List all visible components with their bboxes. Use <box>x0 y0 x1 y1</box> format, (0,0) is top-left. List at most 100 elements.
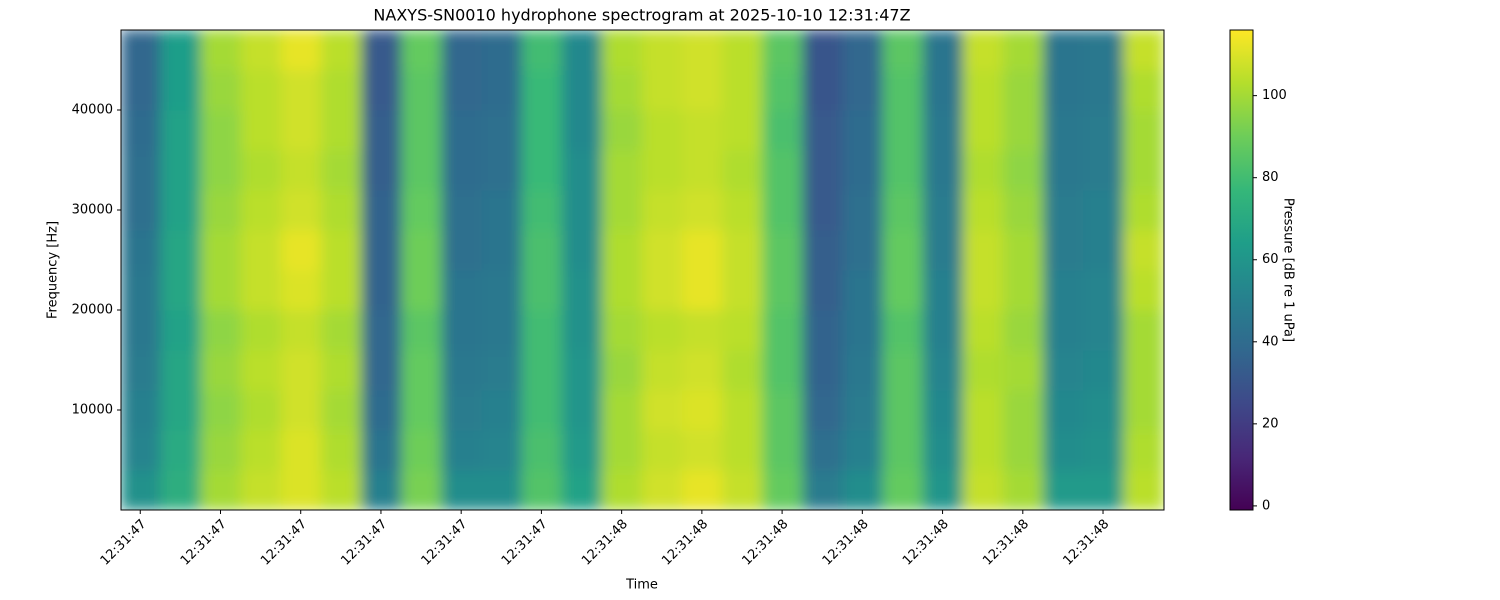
chart-title: NAXYS-SN0010 hydrophone spectrogram at 2… <box>373 6 910 25</box>
heatmap-cell <box>1083 269 1125 311</box>
heatmap-cell <box>762 149 804 191</box>
heatmap-cell <box>1003 229 1045 271</box>
heatmap-cell <box>642 469 684 510</box>
heatmap-cell <box>1123 229 1164 271</box>
heatmap-cell <box>1123 109 1164 151</box>
heatmap-cell <box>722 149 764 191</box>
heatmap-cell <box>922 109 964 151</box>
heatmap-cell <box>401 149 443 191</box>
heatmap-cell <box>481 469 523 510</box>
heatmap-cell <box>722 309 764 351</box>
heatmap-cell <box>762 429 804 471</box>
heatmap-cell <box>521 30 563 71</box>
heatmap-cell <box>1003 69 1045 111</box>
heatmap-cell <box>160 149 202 191</box>
heatmap-cell <box>922 469 964 510</box>
heatmap-cell <box>842 349 884 391</box>
heatmap-cell <box>521 69 563 111</box>
heatmap-cell <box>361 30 403 71</box>
heatmap-cell <box>922 389 964 431</box>
heatmap-cell <box>401 309 443 351</box>
heatmap-cell <box>722 429 764 471</box>
heatmap-cell <box>601 429 643 471</box>
heatmap-cells <box>121 30 1164 510</box>
heatmap-cell <box>160 109 202 151</box>
heatmap-cell <box>962 389 1005 431</box>
heatmap-cell <box>561 149 603 191</box>
heatmap-cell <box>762 189 804 231</box>
heatmap-cell <box>882 229 924 271</box>
heatmap-cell <box>922 429 964 471</box>
heatmap-cell <box>682 189 724 231</box>
heatmap-cell <box>642 309 684 351</box>
heatmap-cell <box>1003 429 1045 471</box>
heatmap-cell <box>160 309 202 351</box>
heatmap-cell <box>441 429 483 471</box>
heatmap-cell <box>882 30 924 71</box>
heatmap-cell <box>682 269 724 311</box>
y-tick-label: 10000 <box>72 403 113 418</box>
heatmap-cell <box>160 269 202 311</box>
heatmap-cell <box>722 229 764 271</box>
x-tick-label: 12:31:47 <box>178 517 230 569</box>
heatmap-cell <box>642 429 684 471</box>
heatmap-cell <box>762 349 804 391</box>
heatmap-cell <box>280 109 323 151</box>
heatmap-cell <box>842 229 884 271</box>
heatmap-cell <box>441 69 483 111</box>
y-tick-label: 20000 <box>72 303 113 318</box>
heatmap-cell <box>321 429 363 471</box>
heatmap-cell <box>1083 429 1125 471</box>
heatmap-cell <box>280 389 323 431</box>
heatmap-cell <box>121 30 162 71</box>
plot-area <box>121 30 1164 510</box>
heatmap-cell <box>1083 149 1125 191</box>
heatmap-cell <box>682 309 724 351</box>
heatmap-cell <box>1123 309 1164 351</box>
heatmap-cell <box>321 389 363 431</box>
heatmap-cell <box>1043 109 1085 151</box>
x-tick-label: 12:31:48 <box>659 517 711 569</box>
heatmap-cell <box>642 389 684 431</box>
heatmap-cell <box>561 269 603 311</box>
heatmap-cell <box>280 309 323 351</box>
heatmap-cell <box>240 349 282 391</box>
heatmap-cell <box>762 309 804 351</box>
heatmap-cell <box>1043 69 1085 111</box>
heatmap-cell <box>321 469 363 510</box>
heatmap-cell <box>722 69 764 111</box>
heatmap-cell <box>1003 269 1045 311</box>
heatmap-cell <box>682 469 724 510</box>
heatmap-cell <box>1083 69 1125 111</box>
heatmap-cell <box>240 69 282 111</box>
heatmap-cell <box>1083 349 1125 391</box>
heatmap-cell <box>521 429 563 471</box>
heatmap-cell <box>962 309 1005 351</box>
heatmap-cell <box>882 389 924 431</box>
heatmap-cell <box>401 69 443 111</box>
heatmap-cell <box>321 349 363 391</box>
heatmap-cell <box>762 229 804 271</box>
heatmap-cell <box>240 469 282 510</box>
heatmap-cell <box>481 149 523 191</box>
heatmap-cell <box>481 309 523 351</box>
heatmap-cell <box>561 349 603 391</box>
heatmap-cell <box>280 269 323 311</box>
x-tick-label: 12:31:48 <box>980 517 1032 569</box>
heatmap-cell <box>160 229 202 271</box>
y-axis-label: Frequency [Hz] <box>46 221 61 319</box>
heatmap-cell <box>842 109 884 151</box>
heatmap-cell <box>922 69 964 111</box>
heatmap-cell <box>361 389 403 431</box>
heatmap-cell <box>802 109 844 151</box>
heatmap-cell <box>521 109 563 151</box>
heatmap-cell <box>882 469 924 510</box>
heatmap-cell <box>441 30 483 71</box>
heatmap-cell <box>922 189 964 231</box>
heatmap-cell <box>441 469 483 510</box>
heatmap-cell <box>601 469 643 510</box>
colorbar <box>1229 29 1254 511</box>
heatmap-cell <box>1003 469 1045 510</box>
heatmap-cell <box>121 389 162 431</box>
